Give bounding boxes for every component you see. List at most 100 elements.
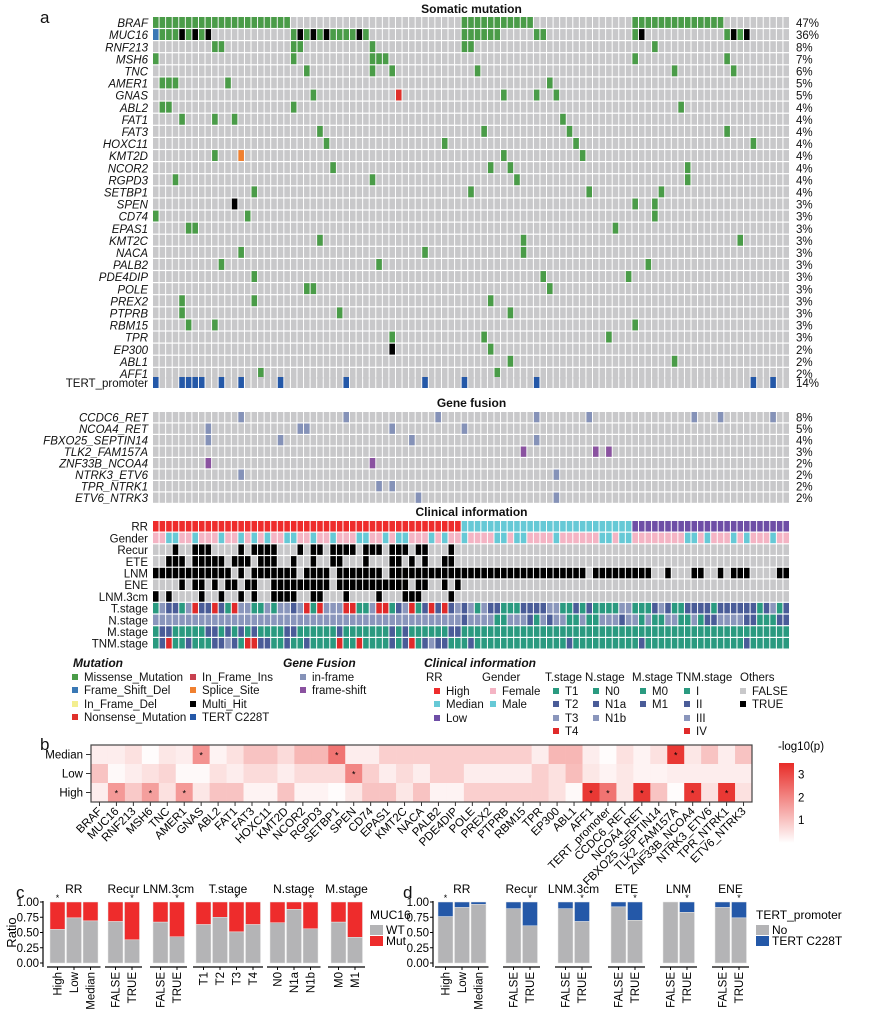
bg-cell [317, 331, 323, 343]
bg-cell [474, 89, 481, 101]
bg-cell [369, 367, 376, 379]
bg-cell [770, 222, 776, 234]
bg-cell [638, 41, 645, 53]
bg-cell [409, 367, 415, 379]
bg-cell [455, 412, 461, 423]
clinical-cell [185, 544, 192, 555]
bg-cell [632, 412, 638, 423]
bg-cell [619, 469, 625, 480]
bg-cell [481, 367, 487, 379]
clinical-cell [172, 544, 179, 555]
bg-cell [487, 234, 494, 246]
row-percent: 5% [796, 79, 813, 91]
clinical-cell [284, 521, 290, 532]
bg-cell [678, 150, 684, 161]
bg-cell [645, 435, 652, 446]
bg-cell [730, 295, 737, 307]
bg-cell [422, 446, 428, 457]
bg-cell [783, 412, 789, 423]
bg-cell [363, 271, 369, 282]
bg-cell [198, 367, 205, 379]
bg-cell [198, 138, 205, 149]
bg-cell [757, 259, 763, 270]
clinical-cell [704, 591, 711, 602]
bg-cell [212, 101, 218, 113]
bg-cell [750, 355, 757, 367]
clinical-cell [763, 591, 770, 602]
bg-cell [619, 162, 625, 174]
mutation-cell [730, 29, 737, 40]
bg-cell [290, 174, 297, 186]
clinical-cell [573, 556, 579, 567]
bg-cell [487, 174, 494, 186]
gene-row-tnc [153, 65, 789, 77]
bg-cell [632, 186, 638, 198]
bg-cell [258, 446, 264, 457]
bg-cell [586, 283, 592, 295]
bg-cell [540, 186, 547, 198]
clinical-cell [363, 602, 369, 614]
bg-cell [612, 469, 619, 480]
bg-cell [520, 101, 527, 113]
clinical-cell [553, 521, 560, 532]
bg-cell [586, 138, 592, 149]
bg-cell [317, 198, 323, 210]
bg-cell [317, 246, 323, 258]
gene-row-msh6 [153, 53, 789, 65]
bg-cell [665, 343, 671, 355]
mutation-cell [185, 222, 192, 234]
bg-cell [343, 331, 350, 343]
bg-cell [474, 125, 481, 137]
bg-cell [691, 246, 698, 258]
bg-cell [310, 41, 317, 53]
bg-cell [625, 412, 632, 423]
bg-cell [363, 458, 369, 469]
bg-cell [599, 29, 606, 40]
bg-cell [547, 458, 553, 469]
fusion-cell [606, 446, 612, 457]
bg-cell [691, 481, 698, 492]
bg-cell [153, 469, 159, 480]
bg-cell [547, 307, 553, 319]
bg-cell [573, 271, 579, 282]
bg-cell [599, 283, 606, 295]
bg-cell [363, 377, 369, 388]
bg-cell [382, 113, 389, 125]
bg-cell [592, 125, 599, 137]
bg-cell [382, 423, 389, 434]
bg-cell [487, 186, 494, 198]
bg-cell [481, 246, 487, 258]
bg-cell [225, 89, 231, 101]
bg-cell [501, 77, 507, 89]
bg-cell [363, 198, 369, 210]
mutation-cell [684, 162, 691, 174]
bg-cell [389, 89, 395, 101]
clinical-row-ene [153, 579, 789, 590]
bg-cell [652, 174, 658, 186]
clinical-cell [566, 556, 573, 567]
bg-cell [369, 162, 376, 174]
mutation-cell [632, 53, 638, 65]
bg-cell [382, 331, 389, 343]
bg-cell [330, 53, 336, 65]
bg-cell [415, 113, 422, 125]
clinical-cell [776, 521, 783, 532]
bg-cell [435, 174, 441, 186]
bg-cell [560, 234, 566, 246]
bg-cell [284, 331, 290, 343]
bg-cell [330, 307, 336, 319]
bg-cell [212, 53, 218, 65]
bg-cell [369, 481, 376, 492]
clinical-cell [231, 532, 238, 544]
bg-cell [198, 355, 205, 367]
bg-cell [192, 367, 198, 379]
mutation-cell [652, 210, 658, 222]
bg-cell [435, 492, 441, 503]
bg-cell [665, 53, 671, 65]
row-percent: 3% [796, 224, 813, 236]
bg-cell [763, 435, 770, 446]
bg-cell [343, 125, 350, 137]
bg-cell [579, 101, 586, 113]
gene-label: MUC16 [109, 30, 149, 42]
bg-cell [645, 295, 652, 307]
